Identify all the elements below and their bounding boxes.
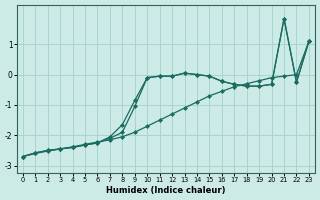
X-axis label: Humidex (Indice chaleur): Humidex (Indice chaleur) (106, 186, 226, 195)
